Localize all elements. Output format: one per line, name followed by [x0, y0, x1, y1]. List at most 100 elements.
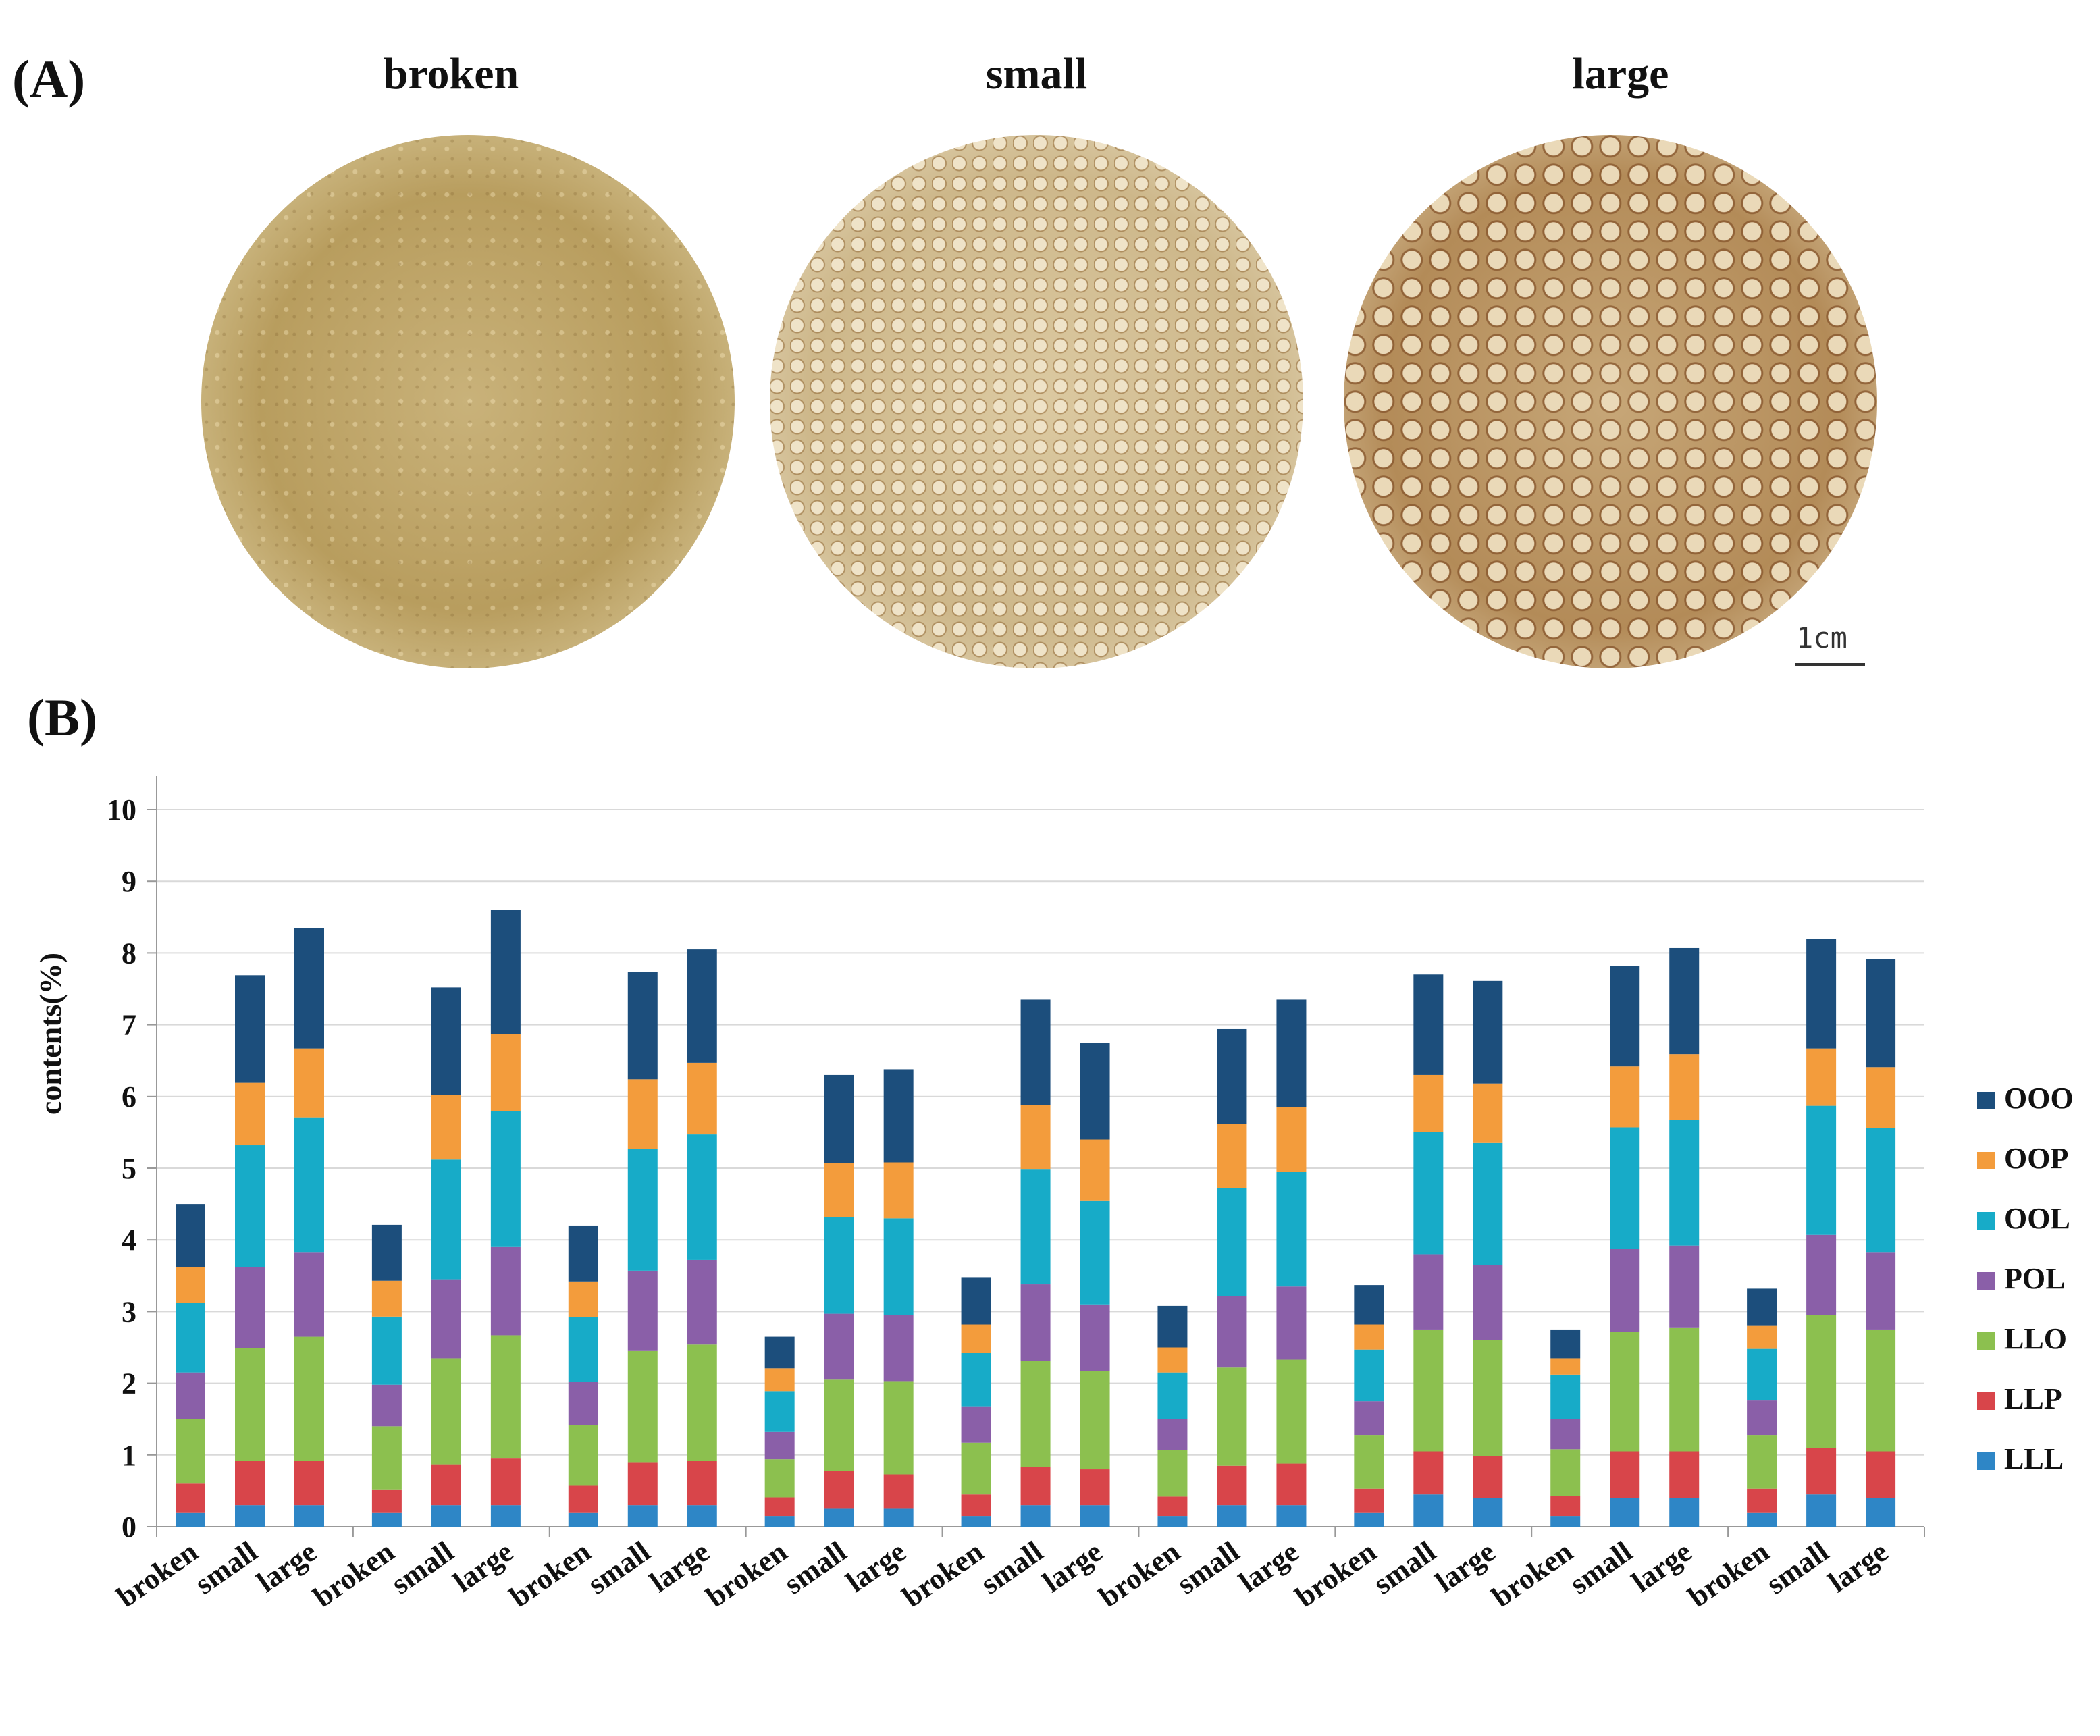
bar-segment-ool [371, 1316, 402, 1385]
bar-segment-llo [1217, 1367, 1247, 1466]
legend-label-pol: POL [2004, 1262, 2065, 1295]
x-tick-label: small [778, 1535, 852, 1601]
bar-segment-llo [1550, 1449, 1581, 1496]
bar-segment-llp [431, 1464, 461, 1506]
bar-segment-ooo [1473, 980, 1503, 1084]
bar-segment-oop [1157, 1347, 1188, 1373]
bar-segment-oop [1080, 1139, 1110, 1201]
bar-segment-ooo [568, 1225, 598, 1282]
bar-segment-lll [824, 1508, 854, 1527]
bar-segment-pol [764, 1431, 795, 1460]
bar-segment-llp [961, 1494, 991, 1517]
bar-segment-lll [1217, 1505, 1247, 1527]
bar-segment-oop [235, 1082, 265, 1146]
bar-segment-ooo [1080, 1043, 1110, 1140]
bar-segment-ooo [1866, 959, 1896, 1068]
bar-segment-oop [1866, 1067, 1896, 1128]
legend: OOO OOP OOL POL LLO LLP LLL [1977, 1082, 2074, 1475]
bar-segment-lll [1354, 1512, 1384, 1527]
bar-segment-llo [824, 1379, 854, 1471]
bar-segment-oop [431, 1095, 461, 1160]
legend-label-ooo: OOO [2004, 1082, 2074, 1115]
bar-segment-llo [490, 1335, 521, 1459]
bar-segment-ooo [1610, 966, 1640, 1067]
bar-segment-oop [176, 1267, 205, 1303]
bar-segment-ooo [1550, 1329, 1581, 1359]
y-tick-labels: 0 1 2 3 4 5 6 7 8 9 10 [107, 793, 136, 1544]
bar-segment-ool [176, 1303, 205, 1373]
bar-segment-pol [824, 1313, 854, 1380]
bar-segment-oop [371, 1280, 402, 1317]
bar-segment-lll [1866, 1498, 1896, 1527]
bar-segment-llp [1020, 1467, 1051, 1506]
bar-segment-pol [490, 1246, 521, 1336]
bar-segment-ooo [883, 1069, 914, 1163]
bar-segment-llo [1473, 1340, 1503, 1456]
bar-segment-llo [1747, 1435, 1777, 1489]
y-tick-label: 4 [122, 1224, 136, 1257]
legend-label-llo: LLO [2004, 1322, 2067, 1355]
bar-segment-oop [824, 1163, 854, 1217]
bar-segment-ooo [176, 1204, 205, 1267]
bar-segment-pol [1354, 1401, 1384, 1436]
bar-segment-lll [294, 1505, 324, 1527]
scale-bar-label: 1cm [1796, 621, 1847, 654]
legend-swatch-lll [1977, 1452, 1995, 1470]
bar-segment-llo [1020, 1361, 1051, 1467]
bar-segment-lll [1806, 1494, 1837, 1527]
bar-segment-llp [1866, 1451, 1896, 1498]
bar-segment-ool [1276, 1172, 1307, 1287]
bar-segment-lll [1473, 1498, 1503, 1527]
panel-a-label: (A) [12, 49, 86, 108]
bar-segment-oop [1354, 1324, 1384, 1350]
bar-segment-ool [1413, 1132, 1444, 1255]
bar-segment-llo [1080, 1371, 1110, 1470]
bar-segment-ool [1020, 1169, 1051, 1285]
bar-segment-ooo [1217, 1028, 1247, 1124]
bar-segment-llp [1747, 1488, 1777, 1513]
bar-segment-llp [294, 1461, 324, 1506]
bar-segment-llp [883, 1474, 914, 1509]
bar-segment-pol [1473, 1265, 1503, 1340]
scale-bar [1795, 663, 1865, 666]
bar-segment-lll [431, 1505, 461, 1527]
bar-segment-ooo [1747, 1288, 1777, 1326]
bar-segment-lll [371, 1512, 402, 1527]
y-tick-label: 9 [122, 865, 136, 898]
bar-segment-lll [627, 1505, 658, 1527]
bar-segment-llo [1806, 1315, 1837, 1448]
bar-segment-pol [294, 1252, 324, 1337]
bar-segment-llp [1217, 1465, 1247, 1506]
bar-segment-ool [1354, 1349, 1384, 1402]
bar-segment-llp [176, 1483, 205, 1513]
bar-segment-oop [1669, 1054, 1700, 1120]
bar-segment-ool [1610, 1127, 1640, 1250]
bar-segment-ool [1157, 1372, 1188, 1419]
bar-segment-ool [1669, 1120, 1700, 1246]
bar-segment-llo [687, 1344, 717, 1461]
bar-segment-pol [961, 1406, 991, 1443]
bar-segment-oop [1020, 1105, 1051, 1170]
bar-segment-pol [883, 1315, 914, 1382]
bar-segment-pol [235, 1267, 265, 1348]
bar-segment-lll [1020, 1505, 1051, 1527]
bar-segment-lll [1276, 1505, 1307, 1527]
bar-segment-ool [961, 1352, 991, 1407]
stacked-bar-chart: 0 1 2 3 4 5 6 7 8 9 10 brokensmalllargebrokensmall… [33, 776, 2074, 1614]
bar-segment-ooo [1276, 999, 1307, 1107]
y-tick-label: 1 [122, 1439, 136, 1472]
bar-segment-ool [764, 1391, 795, 1432]
bar-segment-oop [764, 1368, 795, 1392]
bar-segment-ooo [431, 987, 461, 1095]
x-tick-labels: brokensmalllargebrokensmalllargebrokensm… [111, 1535, 1894, 1614]
bar-segment-llp [235, 1461, 265, 1506]
bar-segment-llp [490, 1458, 521, 1506]
x-tick-label: small [385, 1535, 459, 1601]
bar-segment-pol [1157, 1419, 1188, 1450]
bar-segment-ool [1550, 1374, 1581, 1419]
bar-segment-llo [294, 1336, 324, 1461]
bar-segment-pol [1610, 1249, 1640, 1332]
bar-segment-pol [1669, 1245, 1700, 1328]
bar-segment-ooo [1413, 974, 1444, 1075]
bar-segment-ool [490, 1111, 521, 1247]
